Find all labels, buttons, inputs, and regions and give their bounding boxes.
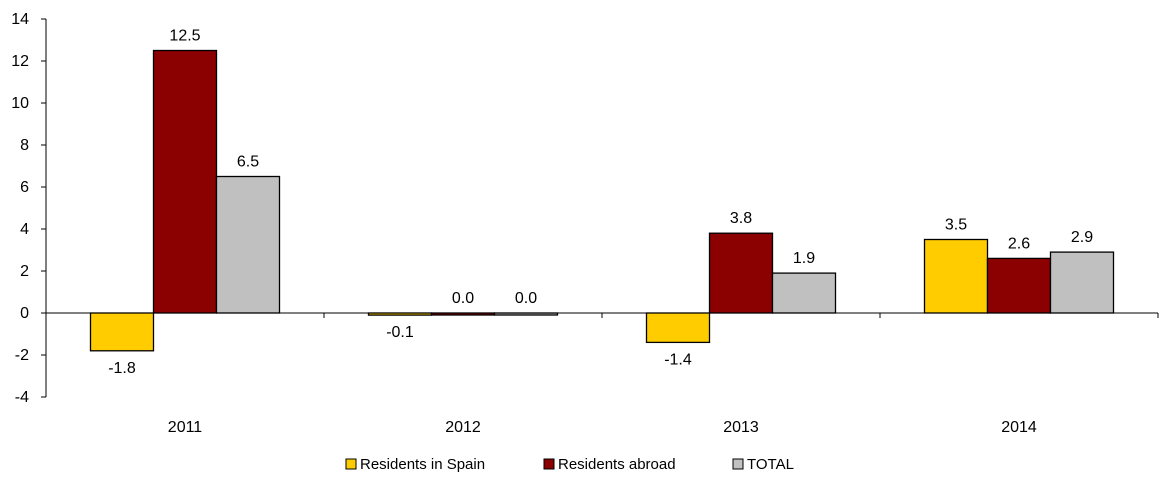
legend-label: TOTAL bbox=[747, 456, 794, 473]
data-label: -1.4 bbox=[664, 351, 692, 368]
x-tick-label: 2013 bbox=[723, 419, 759, 436]
y-tick-label: 14 bbox=[11, 11, 29, 28]
data-label: 3.5 bbox=[945, 217, 967, 234]
data-label: 6.5 bbox=[237, 154, 259, 171]
data-label: 3.8 bbox=[730, 210, 752, 227]
data-label: 12.5 bbox=[169, 28, 200, 45]
bar-residents-abroad-2014 bbox=[986, 257, 1052, 314]
bar-total-2014 bbox=[1049, 251, 1115, 314]
bars bbox=[89, 49, 1115, 352]
legend-label: Residents in Spain bbox=[360, 456, 485, 473]
bar-residents-abroad-2011 bbox=[152, 49, 218, 314]
data-label: 0.0 bbox=[515, 290, 537, 307]
bar-residents-in-spain-2011 bbox=[89, 312, 155, 352]
bar-residents-in-spain-2014 bbox=[923, 238, 989, 314]
bar-residents-in-spain-2013 bbox=[645, 312, 711, 344]
legend-swatch-residents-in-spain bbox=[345, 458, 357, 470]
y-axis: -4 -2 0 2 4 6 8 10 12 14 bbox=[11, 11, 47, 406]
data-label: -1.8 bbox=[108, 360, 136, 377]
y-tick-label: 0 bbox=[20, 305, 29, 322]
legend: Residents in Spain Residents abroad TOTAL bbox=[345, 456, 794, 473]
data-label: -0.1 bbox=[386, 324, 414, 341]
data-label: 2.6 bbox=[1008, 235, 1030, 252]
y-tick-label: 8 bbox=[20, 137, 29, 154]
legend-swatch-residents-abroad bbox=[543, 458, 555, 470]
data-labels: -1.8 12.5 6.5 -0.1 0.0 0.0 -1.4 3.8 1.9 3.5 2.6 2.9 bbox=[108, 28, 1093, 377]
y-tick-label: -2 bbox=[15, 347, 29, 364]
x-tick-label: 2014 bbox=[1001, 419, 1037, 436]
data-label: 1.9 bbox=[793, 250, 815, 267]
y-tick-label: 12 bbox=[11, 53, 29, 70]
y-tick-label: -4 bbox=[15, 389, 29, 406]
data-label: 0.0 bbox=[452, 290, 474, 307]
y-tick-label: 4 bbox=[20, 221, 29, 238]
x-tick-label: 2012 bbox=[445, 419, 481, 436]
x-axis: 2011 2012 2013 2014 bbox=[45, 312, 1159, 436]
y-tick-label: 6 bbox=[20, 179, 29, 196]
legend-swatch-total bbox=[732, 458, 744, 470]
y-tick-label: 2 bbox=[20, 263, 29, 280]
x-tick-label: 2011 bbox=[168, 419, 203, 436]
bar-total-2013 bbox=[771, 272, 837, 314]
data-label: 2.9 bbox=[1071, 229, 1093, 246]
bar-residents-abroad-2013 bbox=[708, 232, 774, 314]
y-tick-label: 10 bbox=[11, 95, 29, 112]
legend-label: Residents abroad bbox=[558, 456, 676, 473]
bar-total-2011 bbox=[215, 175, 281, 314]
